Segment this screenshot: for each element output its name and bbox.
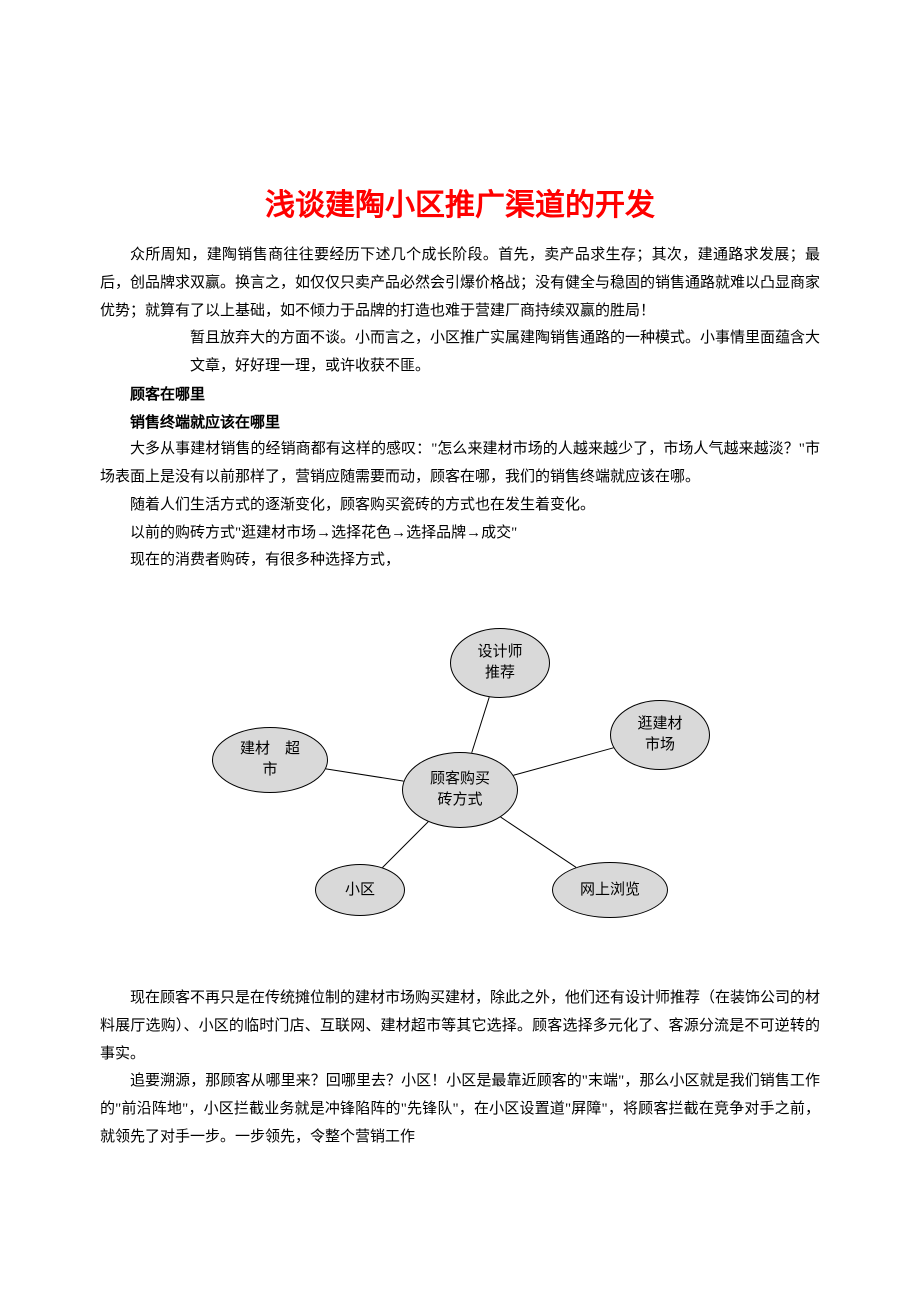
paragraph-7: 现在顾客不再只是在传统摊位制的建材市场购买建材，除此之外，他们还有设计师推荐（在… bbox=[100, 985, 820, 1068]
heading-q1: 顾客在哪里 bbox=[100, 381, 820, 409]
diagram-node-top: 设计师 推荐 bbox=[450, 628, 550, 698]
diagram-node-right: 逛建材 市场 bbox=[610, 700, 710, 770]
paragraph-8: 追要溯源，那顾客从哪里来？回哪里去？小区！小区是最靠近顾客的"末端"，那么小区就… bbox=[100, 1068, 820, 1151]
paragraph-1: 众所周知，建陶销售商往往要经历下述几个成长阶段。首先，卖产品求生存；其次，建通路… bbox=[100, 242, 820, 325]
heading-q2: 销售终端就应该在哪里 bbox=[100, 409, 820, 437]
diagram-node-br: 网上浏览 bbox=[552, 862, 668, 918]
paragraph-2: 暂且放弃大的方面不谈。小而言之，小区推广实属建陶销售通路的一种模式。小事情里面蕴… bbox=[100, 325, 820, 381]
paragraph-3: 大多从事建材销售的经销商都有这样的感叹："怎么来建材市场的人越来越少了，市场人气… bbox=[100, 436, 820, 492]
paragraph-4: 随着人们生活方式的逐渐变化，顾客购买瓷砖的方式也在发生着变化。 bbox=[100, 492, 820, 520]
diagram-node-bl: 小区 bbox=[315, 864, 405, 916]
paragraph-5: 以前的购砖方式"逛建材市场→选择花色→选择品牌→成交" bbox=[100, 520, 820, 548]
paragraph-6: 现在的消费者购砖，有很多种选择方式， bbox=[100, 547, 820, 575]
diagram-node-center: 顾客购买 砖方式 bbox=[402, 752, 518, 828]
diagram-container: 顾客购买 砖方式 设计师 推荐逛建材 市场网上浏览 小区 建材 超 市 bbox=[100, 615, 820, 955]
diagram-node-left: 建材 超 市 bbox=[212, 727, 328, 793]
page-title: 浅谈建陶小区推广渠道的开发 bbox=[100, 180, 820, 224]
